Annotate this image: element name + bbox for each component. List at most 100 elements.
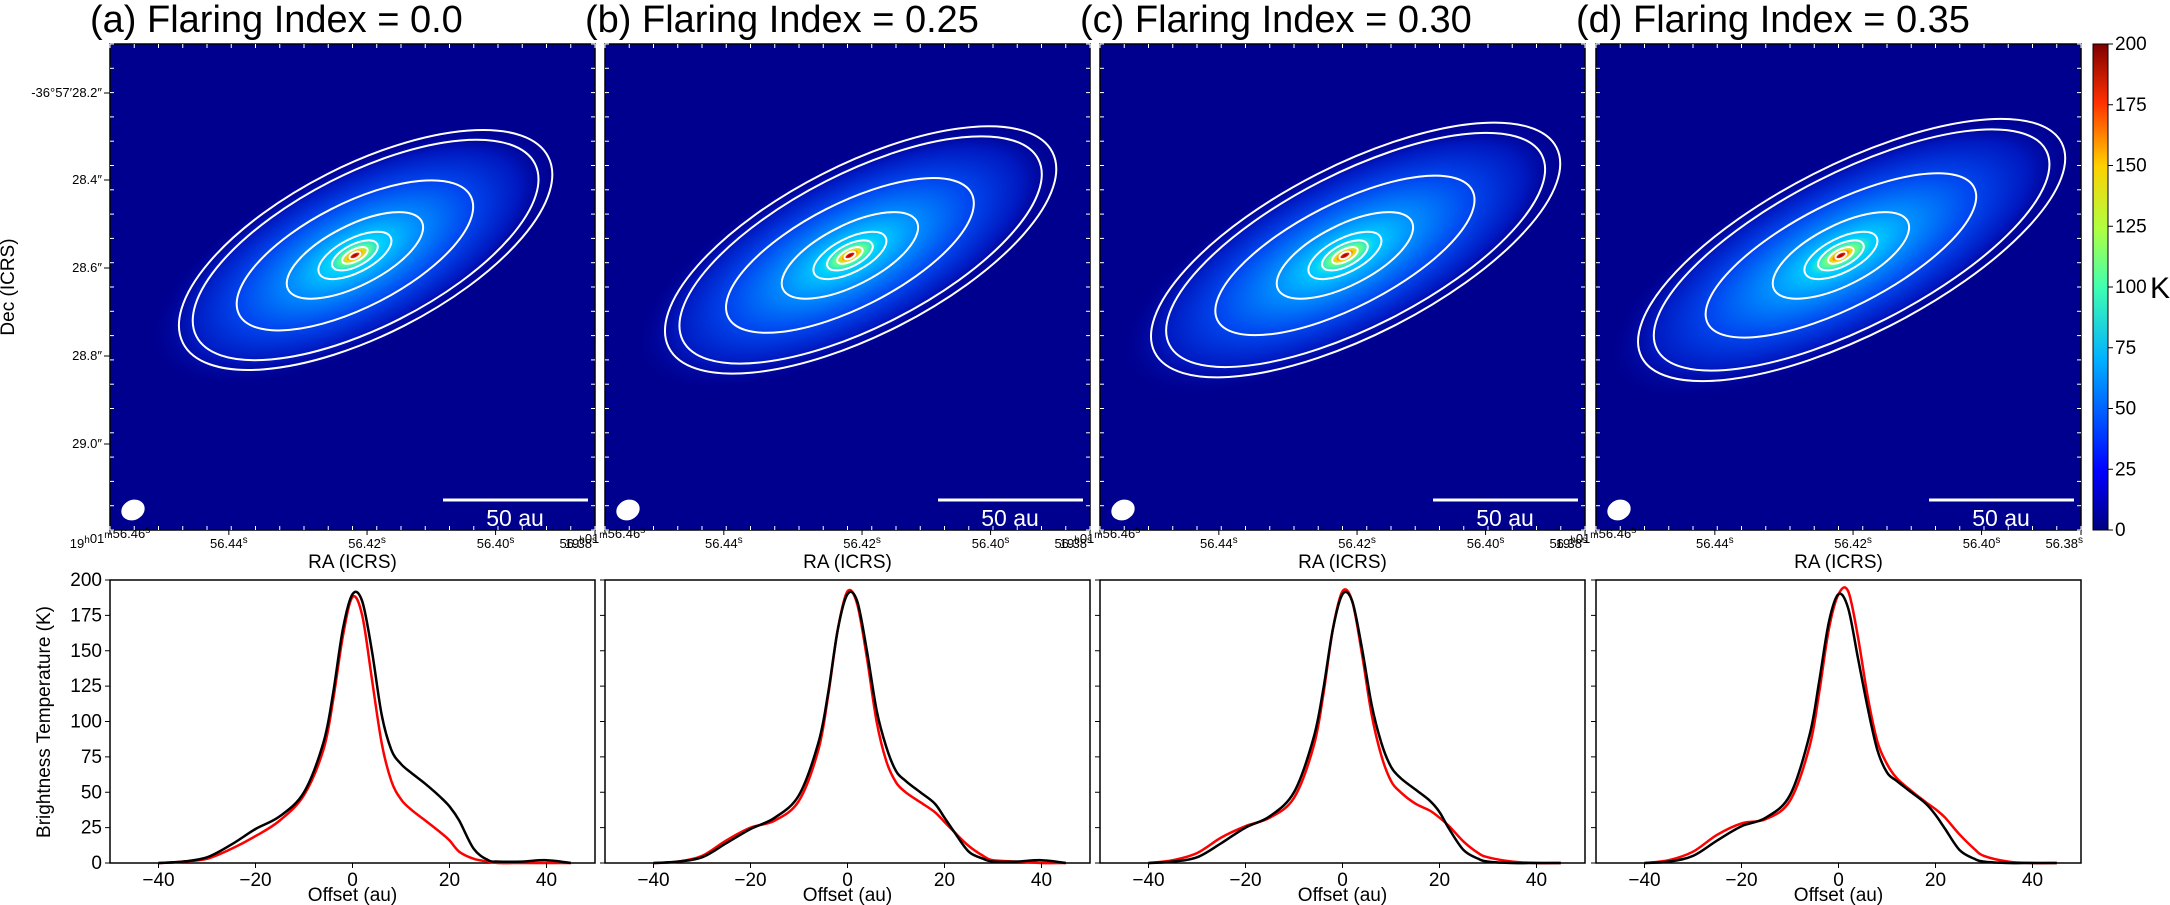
x-tick-label: −40 bbox=[1628, 870, 1660, 891]
contour-line bbox=[1321, 239, 1369, 272]
x-tick-label: 56.40s bbox=[1963, 535, 2001, 551]
panel-title: (d) Flaring Index = 0.35 bbox=[1576, 0, 1970, 41]
panel-title: (c) Flaring Index = 0.30 bbox=[1080, 0, 1472, 41]
x-tick-label: 20 bbox=[439, 870, 460, 891]
y-tick-label: 28.4″ bbox=[72, 172, 102, 187]
contour-line bbox=[1307, 230, 1383, 281]
contour-line bbox=[1817, 239, 1865, 272]
disc-glow bbox=[1606, 112, 2076, 399]
x-tick-label: 56.42s bbox=[348, 535, 386, 551]
disc-emission bbox=[150, 124, 560, 387]
image-panel-3: 50 au 19h01m56.46s 56.44s 56.42s 56.40s 56.38… bbox=[1060, 0, 1587, 573]
y-tick-label: 28.8″ bbox=[72, 348, 102, 363]
x-tick-label: 56.38s bbox=[559, 535, 597, 551]
contour-line bbox=[663, 125, 1058, 375]
x-axis-label: Offset (au) bbox=[1794, 885, 1883, 905]
y-tick-label: -36°57′28.2″ bbox=[31, 85, 102, 100]
contour-line bbox=[678, 135, 1043, 365]
profile-line-black bbox=[653, 590, 1066, 865]
x-tick-label: −20 bbox=[1229, 870, 1261, 891]
contour-line bbox=[341, 246, 369, 265]
contour-line bbox=[836, 246, 864, 265]
contour-line bbox=[317, 230, 393, 281]
image-panel-1: 50 au 19h01m56.46s 56.44s 56.42s 56.40s 56.38… bbox=[0, 0, 597, 573]
x-tick-label: 56.38s bbox=[1549, 535, 1587, 551]
profile-frame bbox=[1099, 579, 1586, 864]
y-tick-label: 25 bbox=[81, 818, 102, 839]
y-tick-label: 150 bbox=[70, 641, 102, 662]
x-tick-label: 40 bbox=[1031, 870, 1052, 891]
contour-line bbox=[191, 138, 540, 362]
disc-glow bbox=[150, 124, 560, 387]
x-tick-label: 56.38s bbox=[2045, 535, 2083, 551]
y-tick-label: 175 bbox=[70, 605, 102, 626]
contour-line bbox=[1834, 250, 1848, 261]
colorbar-strip bbox=[2092, 43, 2109, 531]
x-tick-label: 0 bbox=[1833, 870, 1844, 891]
beam-ellipse bbox=[121, 499, 145, 521]
x-axis-label: Offset (au) bbox=[803, 885, 892, 905]
x-tick-label: 19h01m56.46s bbox=[70, 525, 150, 551]
y-tick-label: 28.6″ bbox=[72, 260, 102, 275]
colorbar-tick-label: 125 bbox=[2115, 216, 2147, 237]
profile-frame bbox=[1595, 579, 2082, 864]
image-panel-4: 50 au 19h01m56.46s 56.44s 56.42s 56.40s 56.38… bbox=[1556, 0, 2083, 573]
colorbar-tick-label: 150 bbox=[2115, 156, 2147, 177]
contour-line bbox=[1771, 211, 1911, 300]
colorbar-tick-label: 200 bbox=[2115, 34, 2147, 55]
y-tick-label: 125 bbox=[70, 676, 102, 697]
colorbar-tick-label: 25 bbox=[2115, 459, 2136, 480]
x-axis-label: Offset (au) bbox=[1298, 885, 1387, 905]
x-tick-label: 0 bbox=[347, 870, 358, 891]
x-tick-label: 40 bbox=[1526, 870, 1547, 891]
disc-emission bbox=[635, 120, 1065, 391]
x-tick-label: 56.44s bbox=[705, 535, 743, 551]
contour-line bbox=[1275, 211, 1415, 300]
colorbar-tick-label: 50 bbox=[2115, 399, 2136, 420]
colorbar-tick-label: 0 bbox=[2115, 520, 2126, 541]
profile-line-black bbox=[1148, 590, 1561, 865]
x-tick-label: 19h01m56.46s bbox=[565, 525, 645, 551]
contour-line bbox=[1338, 250, 1352, 261]
x-tick-label: 56.40s bbox=[477, 535, 515, 551]
beam-ellipse bbox=[1607, 499, 1631, 521]
profile-frame bbox=[109, 579, 596, 864]
beam-ellipse bbox=[1111, 499, 1135, 521]
x-tick-label: 56.40s bbox=[1467, 535, 1505, 551]
panel-title: (b) Flaring Index = 0.25 bbox=[585, 0, 979, 41]
x-axis-label: RA (ICRS) bbox=[308, 552, 397, 573]
contour-line bbox=[348, 250, 362, 261]
y-tick-label: 29.0″ bbox=[72, 436, 102, 451]
image-panel-2: 50 au 19h01m56.46s 56.44s 56.42s 56.40s 56.38… bbox=[565, 0, 1092, 573]
contour-line bbox=[177, 128, 554, 371]
panel-title: (a) Flaring Index = 0.0 bbox=[90, 0, 463, 41]
disc-glow bbox=[635, 120, 1065, 391]
profile-frame bbox=[604, 579, 1091, 864]
colorbar-tick-label: 75 bbox=[2115, 338, 2136, 359]
colorbar: 0 25 50 75 100 125 150 175 200 K bbox=[2092, 34, 2170, 541]
scale-bar-label: 50 au bbox=[981, 505, 1039, 531]
y-tick-label: 100 bbox=[70, 712, 102, 733]
x-tick-label: 56.44s bbox=[210, 535, 248, 551]
scale-bar-label: 50 au bbox=[1476, 505, 1534, 531]
profile-panel-1: −40 −20 0 20 40 0 25 50 75 100 125 150 175 200 Offset … bbox=[70, 570, 596, 905]
x-tick-label: 0 bbox=[1337, 870, 1348, 891]
profile-panel-3: −40 −20 0 20 40 Offset (au) bbox=[1095, 579, 1586, 905]
x-tick-label: 56.42s bbox=[843, 535, 881, 551]
x-tick-label: 56.42s bbox=[1834, 535, 1872, 551]
colorbar-tick-label: 175 bbox=[2115, 95, 2147, 116]
contour-line bbox=[235, 179, 475, 332]
contour-line bbox=[1637, 117, 2067, 383]
x-tick-label: −40 bbox=[142, 870, 174, 891]
y-tick-label: 50 bbox=[81, 782, 102, 803]
y-tick-label: 75 bbox=[81, 747, 102, 768]
x-tick-label: 40 bbox=[536, 870, 557, 891]
x-tick-label: 0 bbox=[842, 870, 853, 891]
profile-panel-4: −40 −20 0 20 40 Offset (au) bbox=[1591, 579, 2082, 905]
x-tick-label: 56.44s bbox=[1200, 535, 1238, 551]
x-tick-label: 56.42s bbox=[1338, 535, 1376, 551]
profile-line-red bbox=[1644, 586, 2057, 865]
y-tick-label: 200 bbox=[70, 570, 102, 591]
x-tick-label: 56.38s bbox=[1054, 535, 1092, 551]
disc-emission bbox=[1120, 116, 1570, 395]
